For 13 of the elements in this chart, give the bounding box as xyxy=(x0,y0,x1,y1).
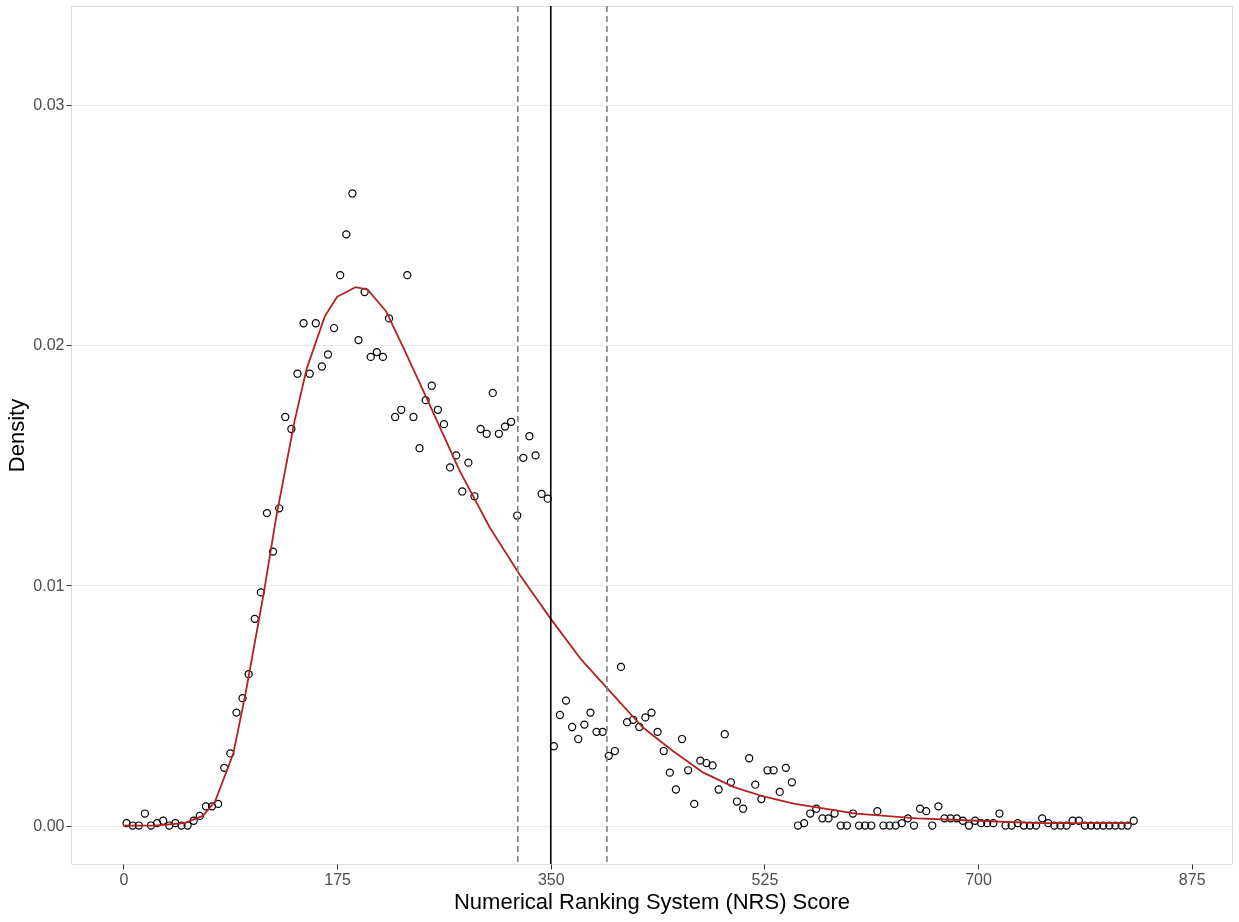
x-axis-title: Numerical Ranking System (NRS) Score xyxy=(453,888,851,914)
x-tick-label: 0 xyxy=(119,870,129,888)
y-tick-label: 0.02 xyxy=(33,336,65,354)
x-tick-label: 175 xyxy=(324,870,352,888)
y-tick-label: 0.01 xyxy=(33,576,65,594)
y-tick-label: 0.03 xyxy=(33,96,65,114)
x-tick-label: 350 xyxy=(537,870,565,888)
line-series xyxy=(122,286,1132,827)
x-tick-label: 525 xyxy=(751,870,779,888)
y-tick-label: 0.00 xyxy=(33,817,65,835)
y-axis-title: Density xyxy=(4,398,30,473)
x-tick-label: 875 xyxy=(1178,870,1206,888)
x-tick-label: 700 xyxy=(965,870,993,888)
